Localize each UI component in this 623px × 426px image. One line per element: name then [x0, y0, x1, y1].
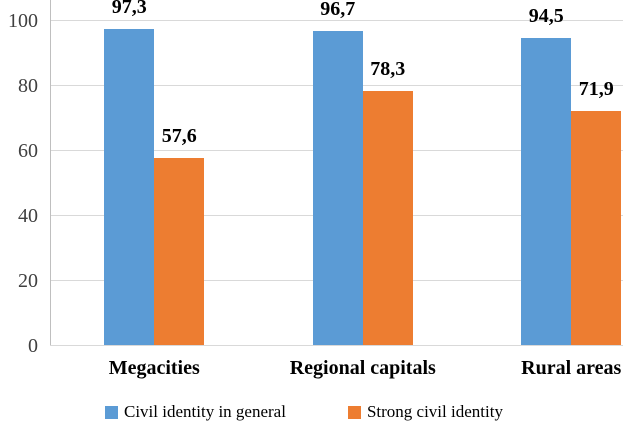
legend-label: Civil identity in general: [124, 402, 286, 421]
legend-swatch-icon: [347, 405, 361, 419]
bar-value-label: 94,5: [528, 4, 564, 27]
legend-item-strong-civil-identity: Strong civil identity: [347, 402, 503, 421]
legend: Civil identity in general Strong civil i…: [105, 403, 503, 421]
category-label: Regional capitals: [289, 357, 436, 379]
y-axis-tick-label: 20: [18, 270, 38, 292]
bar: [104, 28, 155, 345]
legend-item-civil-identity-in-general: Civil identity in general: [105, 403, 286, 421]
bar: [571, 111, 622, 345]
gridline: [50, 20, 623, 21]
legend-label: Strong civil identity: [366, 402, 503, 421]
y-axis-tick-label: 40: [18, 205, 38, 227]
bar-value-label: 97,3: [111, 0, 147, 18]
category-label: Megacities: [108, 357, 200, 379]
bar: [154, 157, 205, 345]
category-label: Rural areas: [521, 357, 622, 379]
bar: [362, 90, 413, 345]
bar-value-label: 57,6: [161, 124, 197, 147]
legend-swatch-icon: [105, 405, 118, 419]
y-axis-tick-label: 80: [18, 75, 38, 97]
bar: [312, 30, 363, 345]
bar: [521, 37, 572, 345]
bar-value-label: 78,3: [370, 57, 406, 80]
y-axis-line: [50, 0, 51, 345]
gridline: [50, 345, 623, 346]
bar-value-label: 96,7: [320, 0, 356, 20]
y-axis-tick-label: 60: [18, 140, 38, 162]
y-axis-tick-label: 0: [28, 335, 38, 357]
bar-value-label: 71,9: [578, 78, 614, 101]
y-axis-tick-label: 100: [8, 10, 38, 32]
